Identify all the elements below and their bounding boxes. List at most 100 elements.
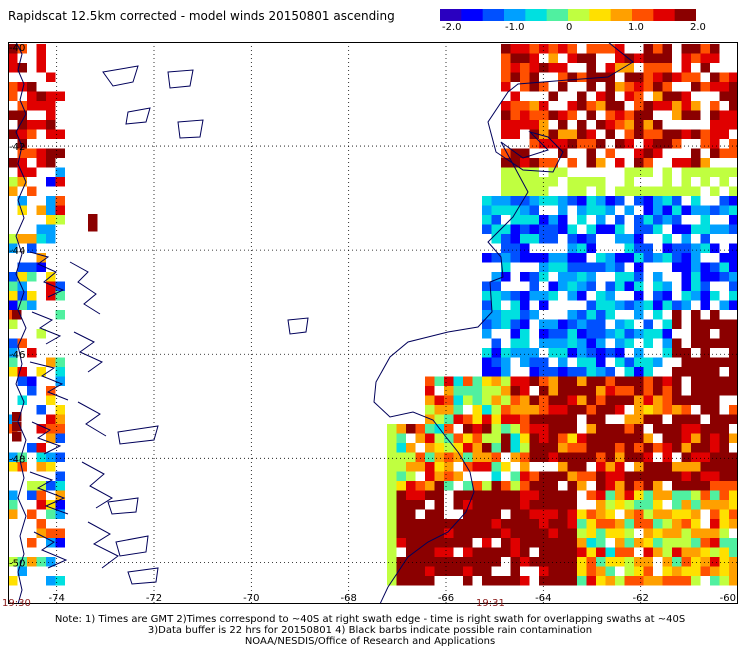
wind-cell bbox=[27, 443, 37, 453]
wind-cell bbox=[453, 471, 463, 481]
wind-cell bbox=[520, 300, 530, 310]
wind-cell bbox=[482, 319, 492, 329]
wind-cell bbox=[539, 82, 549, 92]
wind-cell bbox=[510, 566, 520, 576]
wind-cell bbox=[539, 101, 549, 111]
wind-cell bbox=[396, 500, 406, 510]
wind-cell bbox=[643, 253, 653, 263]
wind-cell bbox=[643, 566, 653, 576]
wind-cell bbox=[643, 500, 653, 510]
wind-cell bbox=[17, 376, 27, 386]
wind-cell bbox=[653, 281, 663, 291]
wind-cell bbox=[719, 177, 729, 187]
wind-cell bbox=[36, 452, 46, 462]
wind-cell bbox=[529, 158, 539, 168]
wind-cell bbox=[681, 547, 691, 557]
wind-cell bbox=[567, 538, 577, 548]
wind-cell bbox=[586, 443, 596, 453]
wind-cell bbox=[529, 357, 539, 367]
wind-cell bbox=[634, 481, 644, 491]
wind-cell bbox=[662, 243, 672, 253]
wind-cell bbox=[634, 462, 644, 472]
wind-cell bbox=[700, 177, 710, 187]
wind-cell bbox=[672, 72, 682, 82]
lon-tick-label: -70 bbox=[243, 593, 259, 604]
wind-cell bbox=[463, 500, 473, 510]
wind-cell bbox=[27, 243, 37, 253]
wind-cell bbox=[529, 452, 539, 462]
wind-cell bbox=[406, 566, 416, 576]
wind-cell bbox=[46, 215, 56, 225]
wind-cell bbox=[596, 205, 606, 215]
wind-cell bbox=[672, 481, 682, 491]
wind-cell bbox=[719, 224, 729, 234]
wind-cell bbox=[605, 205, 615, 215]
wind-cell bbox=[501, 319, 511, 329]
wind-cell bbox=[691, 386, 701, 396]
wind-cell bbox=[691, 281, 701, 291]
wind-cell bbox=[501, 53, 511, 63]
wind-cell bbox=[501, 224, 511, 234]
wind-cell bbox=[8, 509, 18, 519]
wind-cell bbox=[539, 196, 549, 206]
wind-cell bbox=[548, 547, 558, 557]
wind-cell bbox=[681, 348, 691, 358]
wind-cell bbox=[681, 566, 691, 576]
wind-cell bbox=[444, 471, 454, 481]
wind-cell bbox=[662, 519, 672, 529]
wind-cell bbox=[577, 262, 587, 272]
wind-cell bbox=[605, 262, 615, 272]
wind-cell bbox=[529, 44, 539, 54]
wind-cell bbox=[415, 452, 425, 462]
wind-cell bbox=[539, 253, 549, 263]
wind-cell bbox=[634, 367, 644, 377]
wind-cell bbox=[577, 319, 587, 329]
wind-cell bbox=[596, 566, 606, 576]
wind-cell bbox=[444, 462, 454, 472]
wind-cell bbox=[46, 528, 56, 538]
wind-cell bbox=[586, 367, 596, 377]
wind-cell bbox=[729, 329, 738, 339]
wind-cell bbox=[586, 281, 596, 291]
wind-cell bbox=[615, 262, 625, 272]
wind-cell bbox=[634, 272, 644, 282]
wind-cell bbox=[510, 129, 520, 139]
wind-cell bbox=[539, 386, 549, 396]
wind-cell bbox=[662, 129, 672, 139]
wind-cell bbox=[615, 357, 625, 367]
wind-cell bbox=[681, 281, 691, 291]
wind-cell bbox=[520, 243, 530, 253]
wind-cell bbox=[729, 462, 738, 472]
wind-cell bbox=[396, 481, 406, 491]
wind-cell bbox=[501, 576, 511, 586]
wind-cell bbox=[520, 53, 530, 63]
wind-cell bbox=[501, 272, 511, 282]
wind-cell bbox=[529, 509, 539, 519]
wind-cell bbox=[55, 576, 65, 586]
wind-cell bbox=[444, 424, 454, 434]
wind-cell bbox=[453, 452, 463, 462]
wind-cell bbox=[700, 357, 710, 367]
wind-cell bbox=[719, 557, 729, 567]
wind-cell bbox=[624, 414, 634, 424]
wind-cell bbox=[46, 452, 56, 462]
wind-cell bbox=[643, 338, 653, 348]
wind-cell bbox=[729, 281, 738, 291]
wind-cell bbox=[482, 329, 492, 339]
wind-cell bbox=[482, 300, 492, 310]
wind-cell bbox=[729, 509, 738, 519]
wind-cell bbox=[548, 471, 558, 481]
longitude-labels: -74 -72 -70 -68 -66 -64 -62 -60 bbox=[48, 593, 736, 604]
wind-cell bbox=[510, 91, 520, 101]
wind-cell bbox=[548, 224, 558, 234]
wind-cell bbox=[27, 234, 37, 244]
wind-cell bbox=[596, 471, 606, 481]
wind-cell bbox=[453, 386, 463, 396]
wind-cell bbox=[662, 139, 672, 149]
wind-cell bbox=[624, 281, 634, 291]
wind-cell bbox=[520, 72, 530, 82]
wind-cell bbox=[729, 215, 738, 225]
wind-cell bbox=[529, 557, 539, 567]
wind-cell bbox=[681, 509, 691, 519]
wind-cell bbox=[434, 452, 444, 462]
